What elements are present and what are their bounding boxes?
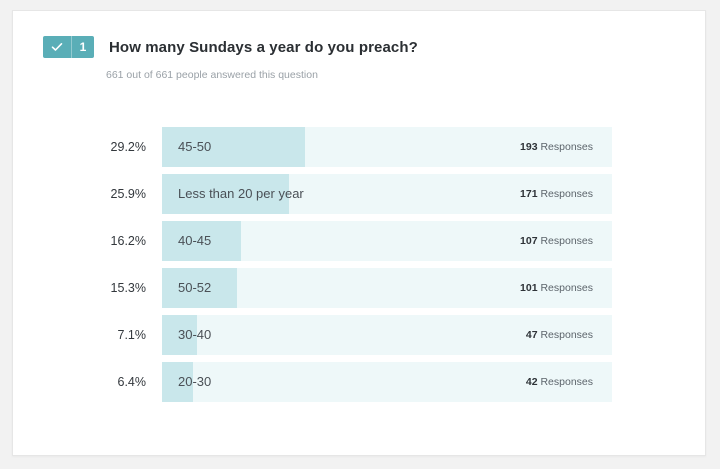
question-number: 1	[79, 40, 87, 54]
answer-row: 6.4% 20-30 42 Responses	[13, 362, 705, 402]
answer-percent: 29.2%	[110, 140, 146, 154]
answered-count-text: 661 out of 661 people answered this ques…	[106, 69, 318, 81]
answer-response-count: 47 Responses	[526, 315, 593, 355]
question-badge: 1	[43, 36, 94, 58]
check-icon	[43, 36, 72, 58]
answer-bar-fill	[162, 315, 197, 355]
answer-response-count: 171 Responses	[520, 174, 593, 214]
answer-percent: 25.9%	[110, 187, 146, 201]
answer-response-count: 107 Responses	[520, 221, 593, 261]
answer-bar-fill	[162, 127, 305, 167]
answer-row: 7.1% 30-40 47 Responses	[13, 315, 705, 355]
answer-bar-fill	[162, 268, 237, 308]
answer-row: 25.9% Less than 20 per year 171 Responses	[13, 174, 705, 214]
answer-bar-fill	[162, 174, 289, 214]
response-count-number: 107	[520, 235, 538, 247]
answer-response-count: 101 Responses	[520, 268, 593, 308]
question-header: 1 How many Sundays a year do you preach?	[43, 36, 418, 58]
answer-percent: 7.1%	[117, 328, 147, 342]
answer-bar-track: 40-45 107 Responses	[162, 221, 612, 261]
response-count-number: 47	[525, 329, 538, 341]
answer-label: 20-30	[178, 374, 212, 389]
response-count-number: 42	[525, 376, 538, 388]
response-count-suffix: Responses	[540, 329, 593, 341]
answer-bar-track: 20-30 42 Responses	[162, 362, 612, 402]
survey-question-card: 1 How many Sundays a year do you preach?…	[12, 10, 706, 456]
answer-response-count: 42 Responses	[526, 362, 593, 402]
answer-label: 40-45	[178, 233, 212, 248]
response-count-suffix: Responses	[540, 188, 593, 200]
answer-bar-track: 50-52 101 Responses	[162, 268, 612, 308]
answer-row: 16.2% 40-45 107 Responses	[13, 221, 705, 261]
response-count-number: 193	[520, 141, 538, 153]
answer-percent: 15.3%	[110, 281, 146, 295]
answer-percent: 16.2%	[110, 234, 146, 248]
response-count-number: 101	[520, 282, 538, 294]
question-title: How many Sundays a year do you preach?	[109, 38, 418, 56]
answer-row: 29.2% 45-50 193 Responses	[13, 127, 705, 167]
answer-percent: 6.4%	[117, 375, 147, 389]
answer-label: Less than 20 per year	[178, 186, 304, 201]
answer-bar-track: Less than 20 per year 171 Responses	[162, 174, 612, 214]
answer-label: 45-50	[178, 139, 212, 154]
answer-row: 15.3% 50-52 101 Responses	[13, 268, 705, 308]
response-count-number: 171	[520, 188, 538, 200]
answer-bar-track: 45-50 193 Responses	[162, 127, 612, 167]
response-count-suffix: Responses	[540, 141, 593, 153]
response-count-suffix: Responses	[540, 235, 593, 247]
response-count-suffix: Responses	[540, 376, 593, 388]
answer-bar-fill	[162, 362, 194, 402]
response-count-suffix: Responses	[540, 282, 593, 294]
answer-label: 30-40	[178, 327, 212, 342]
answer-bar-fill	[162, 221, 242, 261]
answer-response-count: 193 Responses	[520, 127, 593, 167]
answer-label: 50-52	[178, 280, 212, 295]
answer-bar-track: 30-40 47 Responses	[162, 315, 612, 355]
